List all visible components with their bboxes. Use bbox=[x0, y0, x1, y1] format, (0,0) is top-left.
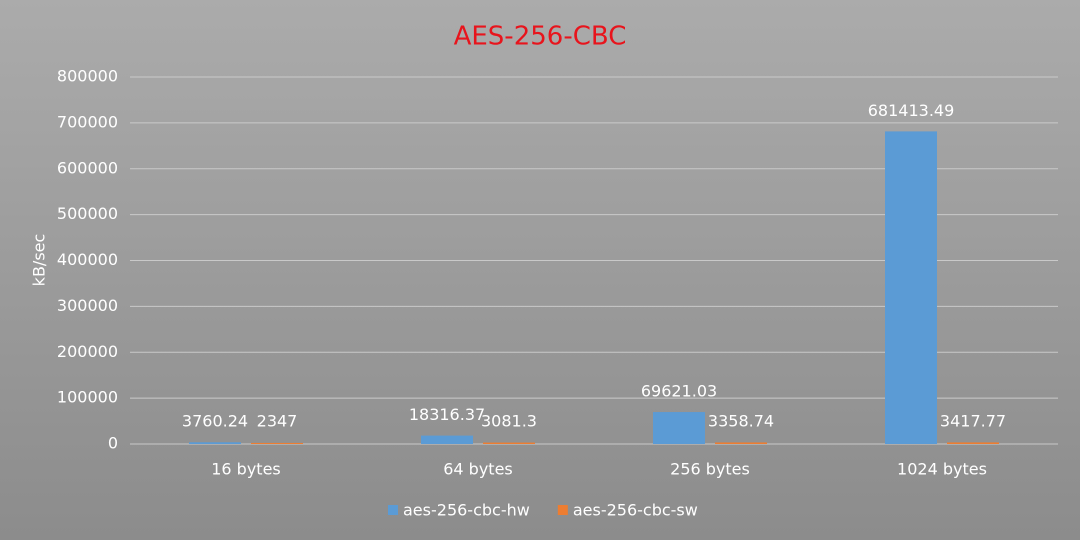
y-tick-label: 600000 bbox=[57, 158, 118, 177]
bar bbox=[483, 442, 535, 444]
y-tick-label: 100000 bbox=[57, 388, 118, 407]
legend-swatch bbox=[388, 505, 398, 515]
legend-swatch bbox=[557, 505, 568, 515]
y-tick-label: 700000 bbox=[57, 112, 118, 131]
x-tick-label: 64 bytes bbox=[443, 460, 513, 479]
x-tick-label: 1024 bytes bbox=[897, 460, 987, 479]
bar bbox=[947, 442, 999, 444]
bar bbox=[251, 442, 303, 444]
y-axis-label: kB/sec bbox=[30, 234, 49, 287]
data-label: 18316.37 bbox=[409, 405, 485, 424]
data-label: 681413.49 bbox=[868, 101, 955, 120]
data-label: 3358.74 bbox=[708, 412, 774, 431]
data-label: 3760.24 bbox=[182, 412, 248, 431]
y-tick-label: 300000 bbox=[57, 296, 118, 315]
bar bbox=[715, 442, 767, 444]
data-label: 69621.03 bbox=[641, 382, 717, 401]
bar bbox=[885, 131, 937, 445]
y-tick-label: 800000 bbox=[57, 67, 118, 86]
chart-title: AES-256-CBC bbox=[454, 22, 627, 52]
bar bbox=[189, 442, 241, 444]
data-label: 3081.3 bbox=[481, 412, 537, 431]
bar bbox=[421, 435, 473, 444]
bar bbox=[653, 412, 705, 444]
data-label: 2347 bbox=[257, 412, 298, 431]
data-label: 3417.77 bbox=[940, 412, 1006, 431]
legend-label: aes-256-cbc-sw bbox=[573, 501, 698, 520]
y-tick-label: 200000 bbox=[57, 342, 118, 361]
x-tick-label: 256 bytes bbox=[670, 460, 750, 479]
x-tick-label: 16 bytes bbox=[211, 460, 281, 479]
y-tick-label: 400000 bbox=[57, 250, 118, 269]
y-tick-label: 500000 bbox=[57, 204, 118, 223]
y-tick-label: 0 bbox=[108, 434, 118, 453]
legend-label: aes-256-cbc-hw bbox=[403, 501, 530, 520]
